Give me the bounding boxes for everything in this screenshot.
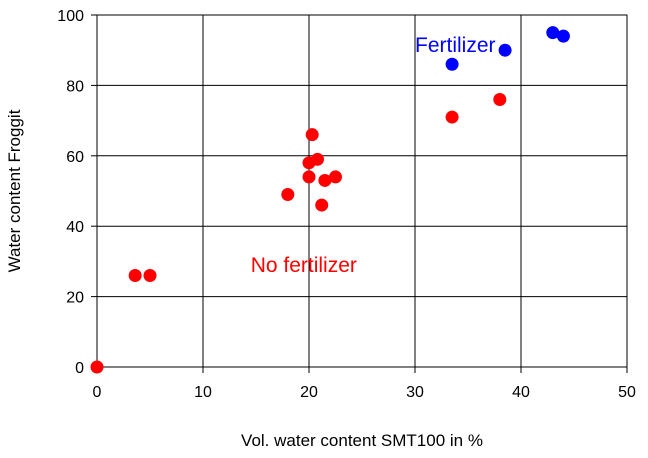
data-point (305, 128, 319, 142)
plot-area-frame (96, 14, 628, 368)
data-point (281, 188, 295, 202)
x-axis-label: Vol. water content SMT100 in % (241, 431, 483, 450)
y-tick-label: 80 (66, 78, 84, 95)
data-point (329, 170, 342, 184)
data-point (302, 170, 316, 184)
annotation-label: Fertilizer (415, 34, 496, 57)
data-point (128, 268, 142, 282)
x-axis-ticks: 0 10 20 30 40 50 (93, 367, 636, 401)
annotations: Fertilizer No fertilizer (251, 34, 496, 277)
data-point (445, 110, 459, 124)
data-point (315, 198, 329, 212)
y-axis-ticks: 0 20 40 60 80 100 (57, 8, 97, 377)
data-point (310, 152, 324, 166)
data-point (498, 43, 512, 57)
data-points (90, 26, 570, 374)
x-tick-label: 50 (618, 384, 636, 401)
annotation-label: No fertilizer (251, 254, 357, 277)
y-tick-label: 40 (66, 219, 84, 236)
x-tick-label: 0 (93, 384, 102, 401)
data-point (143, 268, 157, 282)
x-tick-label: 20 (300, 384, 318, 401)
x-tick-label: 30 (406, 384, 424, 401)
x-tick-label: 10 (194, 384, 212, 401)
y-tick-label: 20 (66, 290, 84, 307)
data-point (90, 360, 104, 374)
y-axis-label: Water content Froggit (5, 109, 24, 272)
y-tick-label: 0 (75, 360, 84, 377)
data-point (318, 173, 332, 187)
x-tick-label: 40 (512, 384, 530, 401)
data-point (445, 57, 459, 71)
data-point (546, 26, 560, 40)
grid-lines (96, 14, 628, 368)
data-point (493, 92, 507, 106)
y-tick-label: 60 (66, 149, 84, 166)
data-point (556, 29, 570, 43)
y-tick-label: 100 (57, 8, 84, 25)
